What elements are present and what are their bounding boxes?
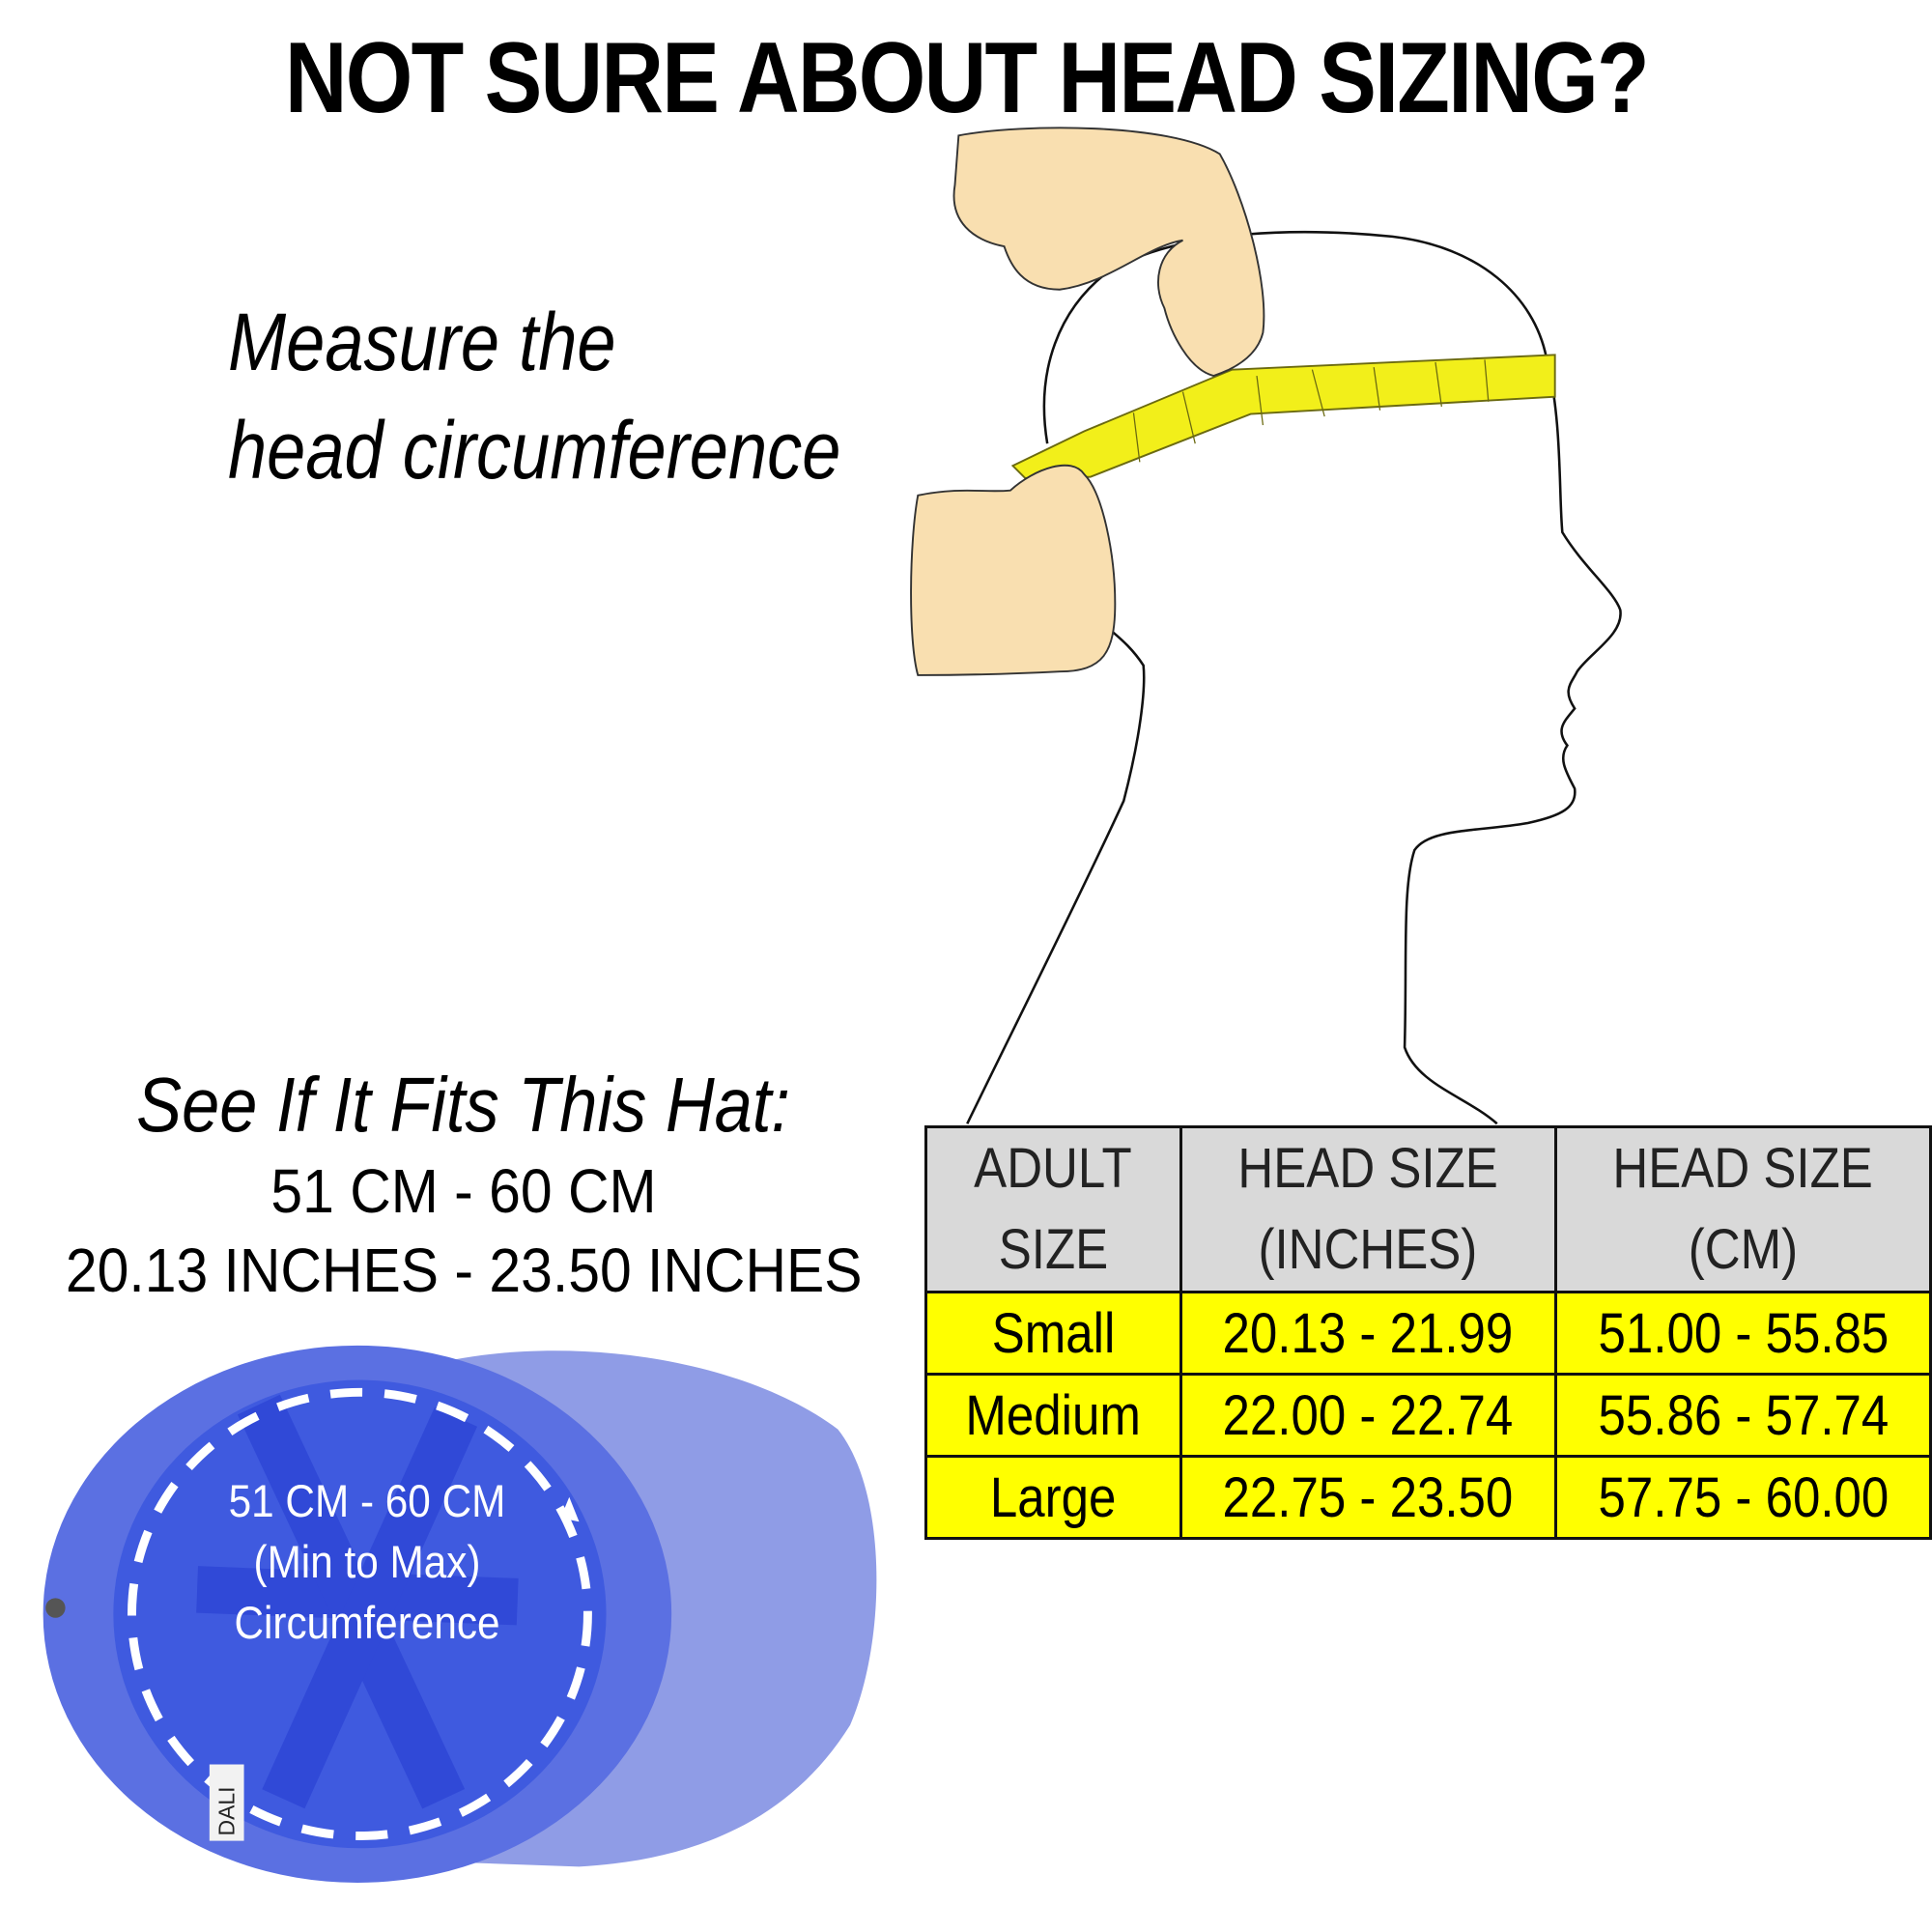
page-title: NOT SURE ABOUT HEAD SIZING? [284,22,1649,134]
lower-hand [910,464,1117,676]
head-outline [966,230,1622,1125]
hat-circumference-label: 51 CM - 60 CM (Min to Max) Circumference [228,1475,506,1648]
table-row: Small 20.13 - 21.99 51.00 - 55.85 [924,1291,1932,1376]
brand-tag-text: DALI [213,1786,239,1835]
table-header-row: ADULT SIZE HEAD SIZE (INCHES) HEAD SIZE (CM… [924,1125,1932,1293]
size-chart-table: ADULT SIZE HEAD SIZE (INCHES) HEAD SIZE (CM… [924,1125,1932,1540]
header-cell: HEAD SIZE (INCHES) [1179,1125,1557,1293]
fit-cm-range: 51 CM - 60 CM [270,1156,657,1226]
instruction-line-1: Measure the [228,297,616,387]
hat-image: DALI [43,1345,877,1883]
head-measuring-illustration [910,127,1622,1125]
fit-inch-range: 20.13 INCHES - 23.50 INCHES [65,1236,863,1305]
header-cell: HEAD SIZE (CM) [1553,1125,1932,1293]
fit-heading: See If It Fits This Hat: [136,1062,791,1148]
measuring-tape [1010,354,1556,479]
table-row: Medium 22.00 - 22.74 55.86 - 57.74 [924,1373,1932,1458]
instruction-line-2: head circumference [228,405,841,496]
brand-tag [209,1764,244,1841]
table-row: Large 22.75 - 23.50 57.75 - 60.00 [924,1455,1932,1540]
circumference-dashed-circle [128,1387,592,1840]
header-cell: ADULT SIZE [924,1125,1182,1293]
upper-hand [952,127,1265,378]
